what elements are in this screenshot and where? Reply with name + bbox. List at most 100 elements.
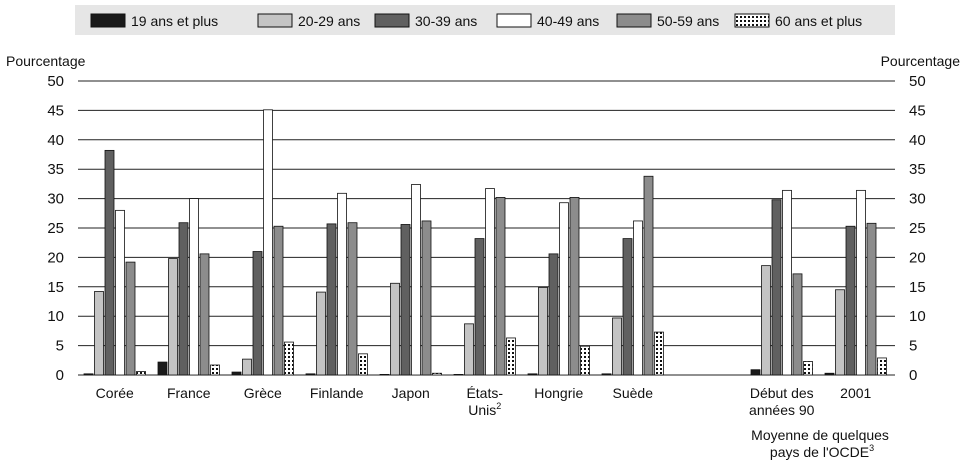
y-tick-label-right: 45 [909, 102, 926, 119]
legend-item-60-ans-et-plus: 60 ans et plus [734, 13, 862, 29]
legend-swatch [257, 13, 293, 28]
y-tick-label-right: 40 [909, 132, 926, 149]
y-tick-label-left: 5 [56, 338, 64, 355]
y-tick-label-right: 30 [909, 191, 926, 208]
bar-50-59-ans-5 [495, 197, 506, 376]
bar-60-ans-et-plus-1 [210, 364, 220, 376]
bar-50-59-ans-8 [792, 273, 803, 376]
category-label-line: Corée [96, 385, 134, 401]
group-label: Moyenne de quelques pays de l'OCDE3 [751, 427, 893, 460]
y-tick-labels-left: 0 5 10 15 20 25 30 35 40 45 50 [47, 73, 64, 384]
bar-30-39-ans-4 [400, 224, 411, 376]
category-label-line: France [167, 385, 211, 401]
bar-20-29-ans-2 [242, 358, 252, 376]
y-tick-labels-right: 0 5 10 15 20 25 30 35 40 45 50 [909, 73, 926, 384]
category-labels: Corée France Grèce Finlande Japon États-Unis2… [96, 385, 872, 418]
y-tick-label-right: 15 [909, 279, 926, 296]
y-tick-label-left: 10 [47, 308, 64, 325]
bar-60-ans-et-plus-9 [877, 357, 887, 376]
y-tick-label-left: 0 [56, 367, 64, 384]
category-label: Finlande [310, 385, 364, 401]
y-tick-label-left: 15 [47, 279, 64, 296]
legend-label: 19 ans et plus [131, 13, 218, 29]
bar-50-59-ans-0 [125, 261, 136, 376]
y-tick-label-right: 0 [909, 367, 917, 384]
category-label-line: Japon [392, 385, 430, 401]
bar-40-49-ans-0 [115, 209, 125, 376]
category-label-line: années 90 [749, 402, 815, 418]
y-tick-label-right: 20 [909, 249, 926, 266]
y-tick-label-left: 45 [47, 102, 64, 119]
category-label: Suède [613, 385, 654, 401]
bar-19-ans-et-plus-6 [527, 373, 538, 376]
legend-label: 30-39 ans [415, 13, 477, 29]
group-label-superscript: 3 [869, 443, 874, 453]
bar-40-49-ans-5 [485, 188, 495, 376]
y-tick-label-right: 5 [909, 338, 917, 355]
legend-swatch [90, 13, 126, 28]
y-axis-label-right: Pourcentage [881, 53, 961, 69]
bar-19-ans-et-plus-1 [157, 361, 168, 376]
bar-19-ans-et-plus-2 [231, 371, 242, 376]
bar-19-ans-et-plus-0 [83, 373, 94, 376]
bar-40-49-ans-9 [856, 189, 866, 376]
legend-label: 40-49 ans [537, 13, 599, 29]
category-label-line: Unis [468, 402, 496, 418]
category-label: États-Unis2 [466, 385, 503, 418]
category-label-line: Hongrie [534, 385, 583, 401]
legend-label: 20-29 ans [298, 13, 360, 29]
bar-30-39-ans-6 [548, 253, 559, 376]
bar-20-29-ans-3 [316, 291, 326, 376]
bar-60-ans-et-plus-7 [654, 331, 664, 376]
bar-30-39-ans-9 [845, 225, 856, 376]
category-label-line: Début des [750, 385, 814, 401]
y-tick-label-left: 50 [47, 73, 64, 90]
category-label: Corée [96, 385, 134, 401]
bar-60-ans-et-plus-0 [136, 371, 146, 376]
bar-50-59-ans-1 [199, 253, 210, 376]
bar-60-ans-et-plus-6 [580, 345, 590, 376]
legend-swatch [374, 13, 410, 28]
category-label-line: Finlande [310, 385, 364, 401]
category-label: Grèce [244, 385, 282, 401]
category-label: Début des années 90 [749, 385, 815, 418]
bar-20-29-ans-7 [612, 317, 622, 376]
bar-60-ans-et-plus-4 [432, 372, 442, 376]
bar-20-29-ans-6 [538, 286, 548, 376]
bar-40-49-ans-8 [782, 189, 792, 376]
group-label-line-1: Moyenne de quelques [751, 427, 889, 443]
bar-19-ans-et-plus-5 [453, 374, 464, 376]
y-tick-label-right: 35 [909, 161, 926, 178]
category-label-line: États- [466, 385, 503, 401]
y-tick-label-right: 50 [909, 73, 926, 90]
legend-item-50-59-ans: 50-59 ans [616, 13, 719, 29]
bar-20-29-ans-9 [835, 289, 845, 376]
bar-50-59-ans-3 [347, 222, 358, 376]
legend-label: 60 ans et plus [775, 13, 862, 29]
bars [83, 109, 887, 376]
category-label: Hongrie [534, 385, 583, 401]
y-tick-label-right: 10 [909, 308, 926, 325]
bar-19-ans-et-plus-9 [824, 372, 835, 376]
bar-50-59-ans-4 [421, 220, 432, 376]
bar-40-49-ans-6 [559, 202, 569, 376]
legend-item-20-29-ans: 20-29 ans [257, 13, 360, 29]
y-tick-label-left: 40 [47, 132, 64, 149]
category-label: Japon [392, 385, 430, 401]
bar-30-39-ans-7 [622, 238, 633, 376]
category-label-line: 2001 [840, 385, 871, 401]
y-tick-label-left: 30 [47, 191, 64, 208]
legend-swatch [734, 13, 770, 28]
bar-20-29-ans-8 [761, 265, 771, 376]
bar-50-59-ans-6 [569, 197, 580, 376]
bar-30-39-ans-3 [326, 223, 337, 376]
bar-20-29-ans-1 [168, 258, 178, 376]
bar-40-49-ans-1 [189, 198, 199, 376]
legend-swatch [616, 13, 652, 28]
y-tick-label-left: 20 [47, 249, 64, 266]
legend-item-30-39-ans: 30-39 ans [374, 13, 477, 29]
bar-60-ans-et-plus-8 [803, 361, 813, 376]
bar-30-39-ans-1 [178, 222, 189, 376]
category-label: France [167, 385, 211, 401]
bar-50-59-ans-9 [866, 222, 877, 376]
